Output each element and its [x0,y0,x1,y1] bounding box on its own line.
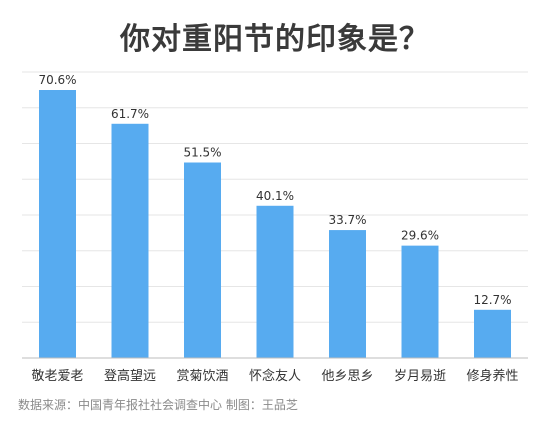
bar [111,123,149,359]
bar [401,245,439,358]
bar [184,162,221,358]
bar-value-label: 40.1% [256,189,294,203]
bar-value-label: 29.6% [401,229,439,243]
category-label: 修身养性 [466,368,518,384]
category-label: 岁月易逝 [394,369,446,384]
value-labels: 70.6% 61.7% 51.5% 40.1% 33.7% 29.6% 12.7% [38,73,511,307]
category-labels: 敬老爱老 登高望远 赏菊饮酒 怀念友人 他乡思乡 岁月易逝 修身养性 [31,368,518,384]
bars [39,90,511,359]
category-label: 登高望远 [104,368,156,384]
chart-title: 你对重阳节的印象是？ [120,22,430,57]
category-label: 敬老爱老 [31,368,83,384]
category-label: 赏菊饮酒 [176,369,228,384]
bar-value-label: 70.6% [38,73,76,87]
category-label: 他乡思乡 [321,369,373,384]
bar-value-label: 51.5% [183,146,221,160]
source-note: 数据来源：中国青年报社社会调查中心 制图：王品芝 [18,398,298,412]
bar [39,90,76,358]
bar-value-label: 61.7% [111,107,149,121]
bar [329,230,366,358]
category-label: 怀念友人 [249,368,301,384]
bar-value-label: 12.7% [473,293,511,307]
bar [474,309,511,358]
bar-value-label: 33.7% [328,213,366,227]
bar [256,205,294,358]
